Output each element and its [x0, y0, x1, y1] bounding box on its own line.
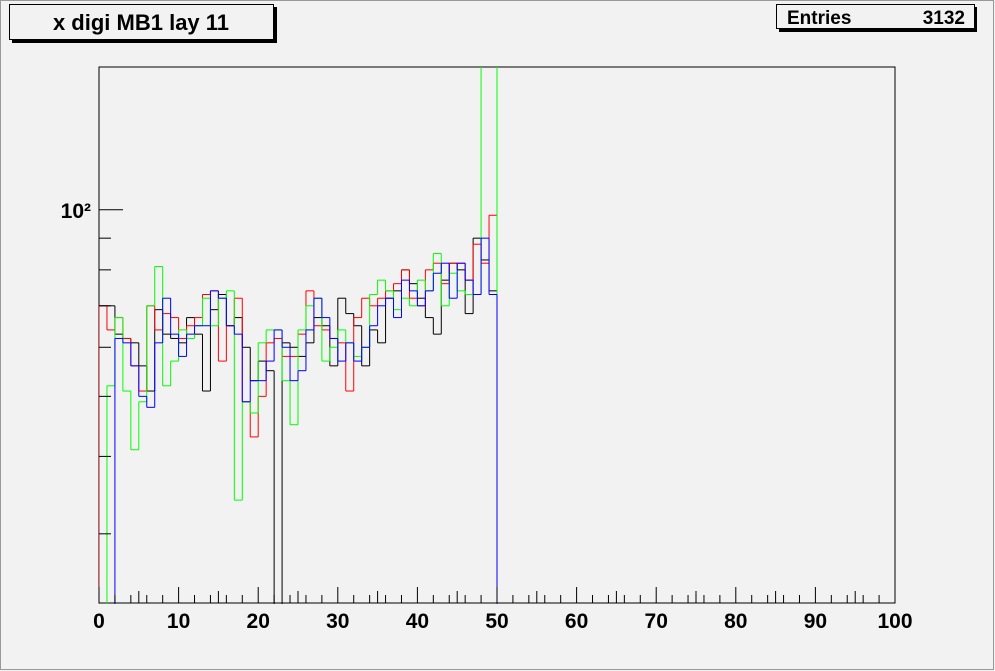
stats-box	[776, 4, 975, 29]
x-tick-label: 0	[93, 610, 105, 633]
y-tick-label: 10²	[61, 200, 91, 223]
stats-value: 3132	[923, 8, 965, 29]
title-box	[9, 4, 274, 40]
histogram	[114, 237, 498, 604]
plot-area	[99, 67, 498, 604]
x-tick-label: 90	[804, 610, 827, 633]
x-tick-label: 70	[645, 610, 668, 633]
x-tick-label: 100	[877, 610, 912, 633]
x-tick-label: 50	[485, 610, 508, 633]
x-tick-label: 60	[565, 610, 588, 633]
x-tick-label: 30	[326, 610, 349, 633]
stats-label: Entries	[787, 8, 851, 29]
x-tick-label: 20	[247, 610, 270, 633]
chart-title: x digi MB1 lay 11	[53, 10, 229, 35]
x-tick-label: 10	[167, 610, 190, 633]
x-tick-label: 80	[724, 610, 747, 633]
x-tick-label: 40	[406, 610, 429, 633]
